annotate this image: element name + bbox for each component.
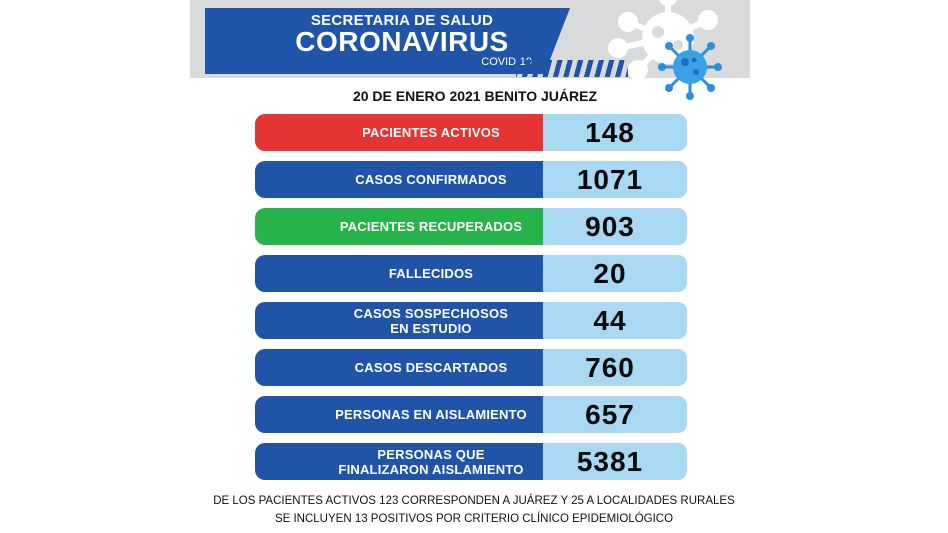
stat-value: 44 <box>593 304 627 336</box>
stat-row-pacientes-activos: PACIENTES ACTIVOS 148 <box>255 114 687 151</box>
stat-label-box: PACIENTES ACTIVOS <box>255 114 543 151</box>
stat-row-personas-en-aislamiento: PERSONAS EN AISLAMIENTO 657 <box>255 396 687 433</box>
stat-value: 1071 <box>576 163 644 195</box>
stat-value: 148 <box>585 116 635 148</box>
stat-label: PACIENTES ACTIVOS <box>362 125 500 140</box>
header-panel <box>205 8 570 74</box>
stat-label-box: PERSONAS QUE FINALIZARON AISLAMIENTO <box>255 443 543 480</box>
stat-row-casos-confirmados: CASOS CONFIRMADOS 1071 <box>255 161 687 198</box>
organization-title: SECRETARIA DE SALUD <box>310 12 494 29</box>
stat-row-casos-descartados: CASOS DESCARTADOS 760 <box>255 349 687 386</box>
stat-label: PERSONAS QUE FINALIZARON AISLAMIENTO <box>338 446 524 477</box>
stat-label: FALLECIDOS <box>388 266 474 281</box>
stat-label: CASOS CONFIRMADOS <box>355 172 507 187</box>
report-date-location: 20 DE ENERO 2021 BENITO JUÁREZ <box>352 88 598 104</box>
stat-label-box: CASOS SOSPECHOSOS EN ESTUDIO <box>255 302 543 339</box>
virus-background-icon <box>608 0 718 78</box>
stat-label: PERSONAS EN AISLAMIENTO <box>335 407 527 422</box>
stat-row-casos-sospechosos: CASOS SOSPECHOSOS EN ESTUDIO 44 <box>255 302 687 339</box>
stat-label: PACIENTES RECUPERADOS <box>339 219 523 234</box>
decorative-stripes <box>516 60 628 77</box>
stat-value: 5381 <box>576 445 644 477</box>
stat-label-box: PACIENTES RECUPERADOS <box>255 208 543 245</box>
stat-label-box: PERSONAS EN AISLAMIENTO <box>255 396 543 433</box>
stat-label-box: CASOS DESCARTADOS <box>255 349 543 386</box>
stat-label-box: FALLECIDOS <box>255 255 543 292</box>
main-title: CORONAVIRUS <box>295 26 509 57</box>
stat-row-finalizaron-aislamiento: PERSONAS QUE FINALIZARON AISLAMIENTO 538… <box>255 443 687 480</box>
subtitle: COVID-19 <box>481 56 532 68</box>
stat-value: 903 <box>585 210 635 242</box>
virus-icon <box>658 34 722 100</box>
footnote-active-breakdown: DE LOS PACIENTES ACTIVOS 123 CORRESPONDE… <box>213 495 735 507</box>
stat-value: 20 <box>593 257 627 289</box>
stat-value: 760 <box>585 351 635 383</box>
stat-value: 657 <box>585 398 635 430</box>
footnote-clinical-criteria: SE INCLUYEN 13 POSITIVOS POR CRITERIO CL… <box>274 513 674 525</box>
stat-row-fallecidos: FALLECIDOS 20 <box>255 255 687 292</box>
stat-label-box: CASOS CONFIRMADOS <box>255 161 543 198</box>
stat-label: CASOS DESCARTADOS <box>354 360 508 375</box>
stat-row-pacientes-recuperados: PACIENTES RECUPERADOS 903 <box>255 208 687 245</box>
stat-label: CASOS SOSPECHOSOS EN ESTUDIO <box>353 305 509 336</box>
